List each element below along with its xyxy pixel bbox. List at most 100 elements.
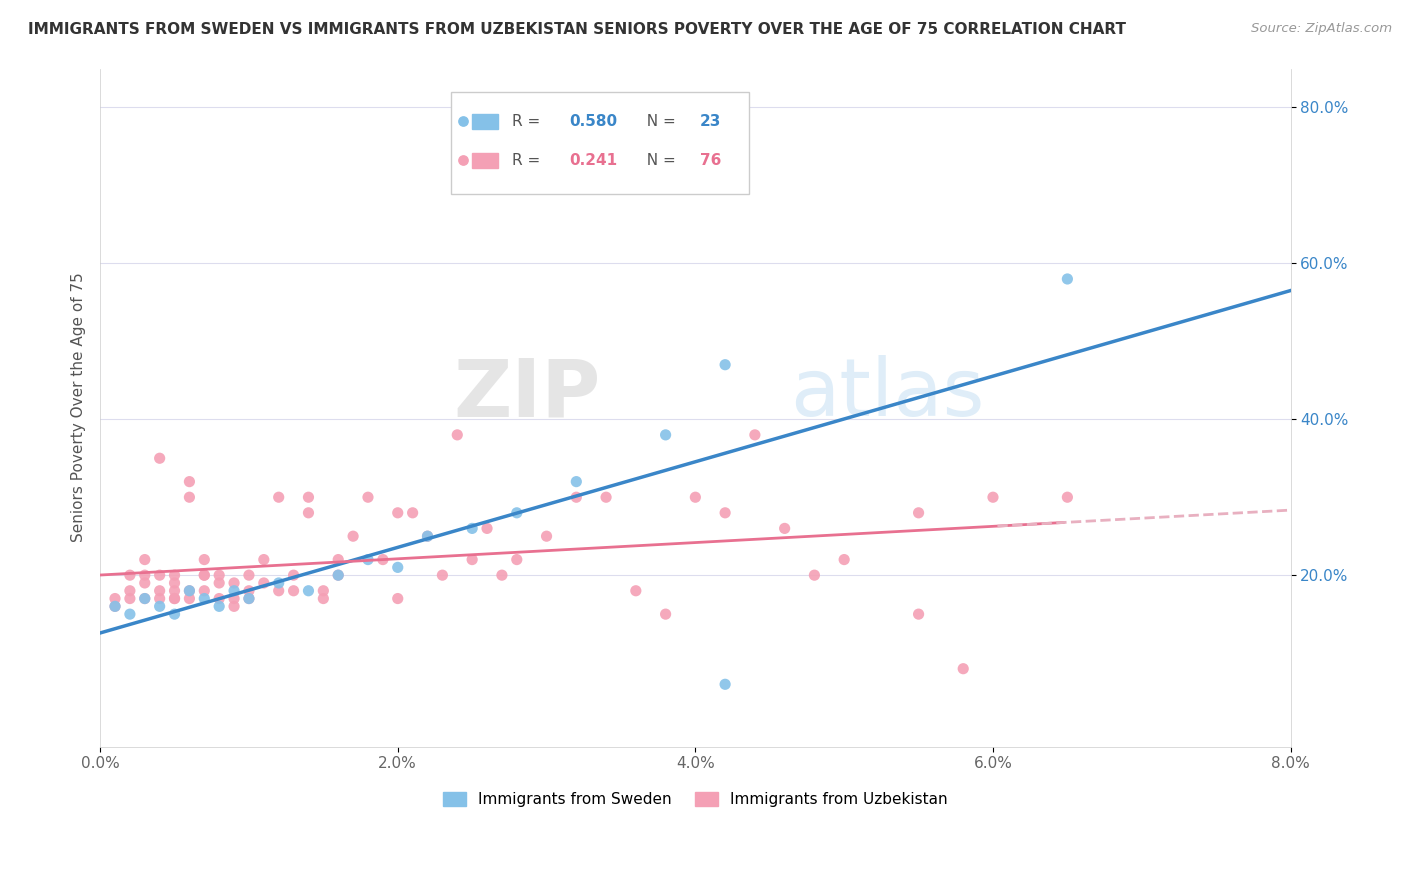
Point [267,583,290,598]
Text: ZIP: ZIP [453,355,600,433]
Text: N =: N = [637,114,681,129]
Point [907,506,929,520]
Point [118,607,141,621]
Point [387,560,409,574]
Point [193,552,215,566]
Point [387,591,409,606]
Point [253,576,276,591]
Point [163,591,186,606]
Point [193,568,215,582]
Point [416,529,439,543]
Point [506,506,529,520]
Point [238,583,260,598]
Point [461,552,484,566]
Point [118,568,141,582]
Point [1056,272,1078,286]
Point [134,591,156,606]
Point [208,576,231,591]
Point [222,599,245,614]
Point [565,490,588,504]
Point [506,552,529,566]
Point [267,576,290,591]
Point [267,490,290,504]
Point [432,568,454,582]
Point [149,568,172,582]
Bar [471,114,498,128]
Point [179,490,201,504]
Point [134,576,156,591]
Point [193,568,215,582]
Point [461,521,484,535]
Point [118,583,141,598]
Point [179,583,201,598]
Point [208,591,231,606]
Y-axis label: Seniors Poverty Over the Age of 75: Seniors Poverty Over the Age of 75 [72,273,86,542]
Point [134,552,156,566]
Point [179,583,201,598]
Text: atlas: atlas [790,355,986,433]
Text: N =: N = [637,153,681,168]
Point [981,490,1004,504]
Point [238,591,260,606]
Point [832,552,855,566]
Point [179,591,201,606]
Point [238,568,260,582]
Text: 0.241: 0.241 [569,153,617,168]
Point [104,599,127,614]
Point [104,599,127,614]
Point [104,591,127,606]
Point [744,428,766,442]
Point [312,591,335,606]
Point [401,506,423,520]
Point [179,475,201,489]
Point [253,552,276,566]
Point [773,521,796,535]
Point [416,529,439,543]
Point [118,591,141,606]
Point [714,506,737,520]
Text: 0.580: 0.580 [569,114,617,129]
Point [312,583,335,598]
Point [222,576,245,591]
Point [193,583,215,598]
Point [1056,490,1078,504]
Point [193,591,215,606]
Point [297,490,319,504]
Point [907,607,929,621]
Point [654,428,676,442]
Point [595,490,617,504]
Point [654,607,676,621]
Point [297,583,319,598]
Point [624,583,647,598]
Text: R =: R = [512,114,546,129]
Point [371,552,394,566]
Point [163,591,186,606]
Point [803,568,825,582]
Point [297,506,319,520]
Point [163,568,186,582]
Point [714,358,737,372]
Text: 76: 76 [700,153,721,168]
Point [387,506,409,520]
Point [222,591,245,606]
Point [475,521,498,535]
Point [149,583,172,598]
Text: Source: ZipAtlas.com: Source: ZipAtlas.com [1251,22,1392,36]
Point [328,552,350,566]
Point [149,451,172,466]
Point [208,599,231,614]
Point [149,599,172,614]
Bar [471,153,498,168]
Point [208,568,231,582]
Point [491,568,513,582]
Point [446,428,468,442]
Point [714,677,737,691]
Point [685,490,707,504]
Text: 23: 23 [700,114,721,129]
Point [283,583,305,598]
Point [163,583,186,598]
Point [238,591,260,606]
Point [283,568,305,582]
Point [163,576,186,591]
Text: R =: R = [512,153,546,168]
